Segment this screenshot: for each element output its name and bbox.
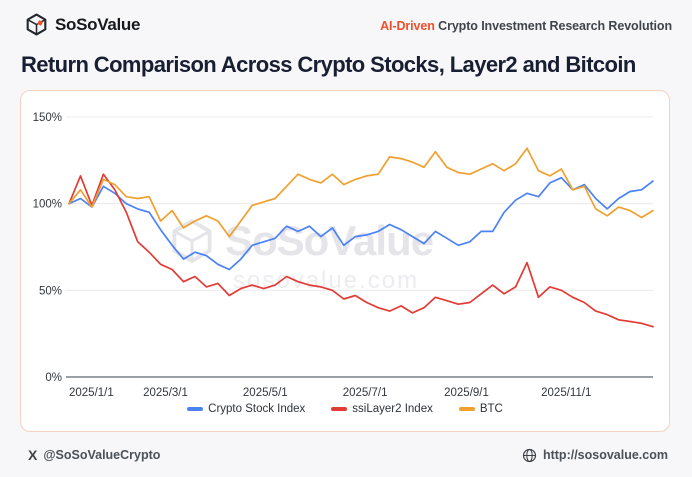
legend-swatch <box>458 407 475 411</box>
twitter-handle: @SoSoValueCrypto <box>43 448 161 462</box>
brand-header: SoSoValue <box>25 13 140 36</box>
tagline-highlight: AI-Driven <box>380 19 435 33</box>
x-tick-label: 2025/9/1 <box>444 387 489 399</box>
website-url: http://sosovalue.com <box>542 448 668 462</box>
chart-card: SoSoValue sosovalue.com 0% 50% 100% 150% 202… <box>20 90 670 432</box>
y-tick-label: 50% <box>39 285 62 297</box>
series-line-crypto-stock-index <box>68 176 654 271</box>
return-comparison-chart: 0% 50% 100% 150% 2025/1/1 2025/3/1 2025/5/1 202… <box>33 112 654 399</box>
x-tick-label: 2025/3/1 <box>143 387 188 399</box>
globe-icon <box>522 448 537 462</box>
y-tick-label: 150% <box>33 112 62 124</box>
legend-label: Crypto Stock Index <box>208 403 306 415</box>
legend-item-ssilayer2-index[interactable]: ssiLayer2 Index <box>331 403 433 415</box>
legend-label: BTC <box>479 403 503 415</box>
page-title: Return Comparison Across Crypto Stocks, … <box>21 52 636 77</box>
legend-item-crypto-stock-index[interactable]: Crypto Stock Index <box>187 403 305 415</box>
x-twitter-icon: X <box>28 447 38 463</box>
x-tick-label: 2025/7/1 <box>343 387 388 399</box>
x-tick-label: 2025/5/1 <box>243 387 288 399</box>
series-line-ssilayer2-index <box>68 173 654 328</box>
series-line-btc <box>68 147 654 238</box>
twitter-link[interactable]: X @SoSoValueCrypto <box>28 447 160 463</box>
x-tick-label: 2025/11/1 <box>541 387 591 399</box>
y-tick-label: 0% <box>45 372 62 384</box>
footer: X @SoSoValueCrypto http://sosovalue.com <box>28 447 668 463</box>
website-link[interactable]: http://sosovalue.com <box>522 448 668 463</box>
y-tick-label: 100% <box>33 199 62 211</box>
legend-item-btc[interactable]: BTC <box>458 403 503 415</box>
chart-legend: Crypto Stock Index ssiLayer2 Index BTC <box>21 403 669 415</box>
sosovalue-logo-icon <box>26 13 47 36</box>
legend-swatch <box>187 407 204 411</box>
legend-swatch <box>331 407 348 411</box>
x-tick-label: 2025/1/1 <box>69 387 114 399</box>
tagline-rest: Crypto Investment Research Revolution <box>434 19 672 33</box>
tagline: AI-Driven Crypto Investment Research Rev… <box>380 19 672 33</box>
brand-name: SoSoValue <box>55 14 141 34</box>
legend-label: ssiLayer2 Index <box>352 403 433 415</box>
